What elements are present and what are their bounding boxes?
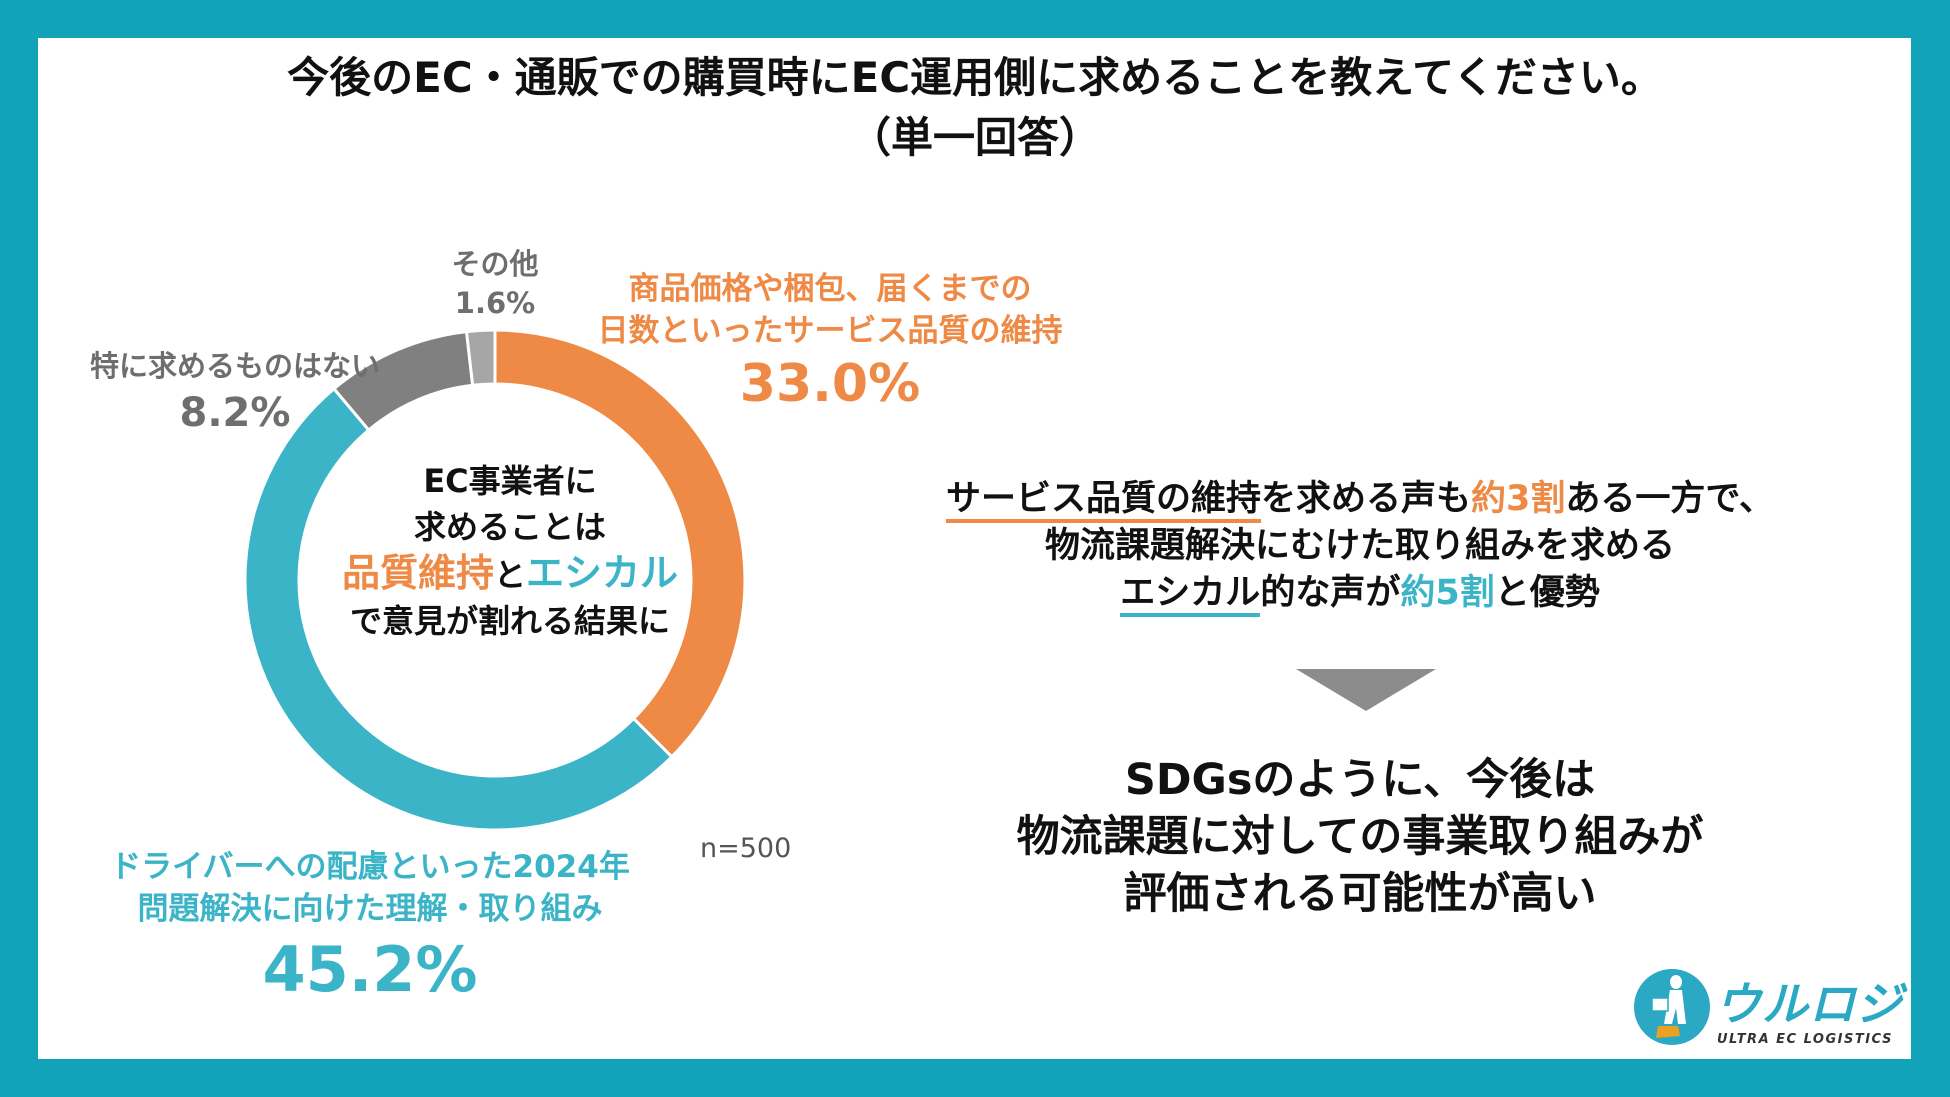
slice-other <box>464 328 497 387</box>
conclusion-text: SDGsのように、今後は 物流課題に対しての事業取り組みが 評価される可能性が高… <box>900 752 1820 923</box>
label-other: その他 1.6% <box>420 245 570 323</box>
center-ethical: エシカル <box>526 551 679 595</box>
label-other-line1: その他 <box>451 247 539 281</box>
summary-text-part: ある一方で、 <box>1565 479 1774 519</box>
summary-text-part: を求める声も <box>1261 479 1472 519</box>
conclusion-line-2: 物流課題に対しての事業取り組みが <box>1016 812 1704 862</box>
center-line-4: で意見が割れる結果に <box>349 602 670 640</box>
logo-subtitle: ULTRA EC LOGISTICS <box>1717 1032 1893 1047</box>
conclusion-line-1: SDGsのように、今後は <box>1124 755 1596 805</box>
label-service-quality-pct: 33.0% <box>739 354 921 414</box>
sample-size: n=500 <box>700 833 792 864</box>
label-service-quality: 商品価格や梱包、届くまでの 日数といったサービス品質の維持 33.0% <box>570 268 1090 416</box>
chart-subtitle: （単一回答） <box>848 113 1101 162</box>
summary-text: サービス品質の維持を求める声も約3割ある一方で、 物流課題解決にむけた取り組みを… <box>900 476 1820 617</box>
label-ethical: ドライバーへの配慮といった2024年 問題解決に向けた理解・取り組み 45.2% <box>90 846 650 1010</box>
chart-title: 今後のEC・通販での購買時にEC運用側に求めることを教えてください。 <box>287 53 1663 102</box>
down-arrow-icon <box>1296 669 1436 711</box>
center-quality: 品質維持 <box>341 551 494 595</box>
label-service-quality-line1: 商品価格や梱包、届くまでの <box>628 271 1032 307</box>
summary-line-1: サービス品質の維持を求める声も約3割ある一方で、 <box>900 476 1820 523</box>
ulrogi-logo-icon <box>1634 969 1710 1045</box>
summary-line-3: エシカル的な声が約5割と優勢 <box>900 570 1820 617</box>
label-ethical-line1: ドライバーへの配慮といった2024年 <box>110 849 630 885</box>
label-ethical-pct: 45.2% <box>262 933 478 1006</box>
label-service-quality-line2: 日数といったサービス品質の維持 <box>597 313 1063 349</box>
label-nothing-line1: 特に求めるものはない <box>89 349 380 383</box>
center-line-2: 求めることは <box>413 508 606 546</box>
summary-quality-share: 約3割 <box>1471 479 1566 519</box>
donut-center-text: EC事業者に 求めることは 品質維持とエシカル で意見が割れる結果に <box>300 458 720 644</box>
summary-text-part: 的な声が <box>1260 573 1401 613</box>
label-ethical-line2: 問題解決に向けた理解・取り組み <box>137 891 603 927</box>
label-other-pct: 1.6% <box>454 286 536 320</box>
slice-ethical <box>243 386 674 832</box>
summary-text-part: と優勢 <box>1494 573 1600 613</box>
center-line-1: EC事業者に <box>423 462 597 500</box>
summary-quality-term: サービス品質の維持 <box>946 479 1262 523</box>
summary-ethical-term: エシカル <box>1120 573 1261 617</box>
center-to: と <box>493 556 526 594</box>
summary-ethical-share: 約5割 <box>1400 573 1495 613</box>
slice-service-quality <box>493 328 747 759</box>
summary-line-2: 物流課題解決にむけた取り組みを求める <box>1044 526 1675 566</box>
donut-chart <box>243 328 747 832</box>
label-nothing: 特に求めるものはない 8.2% <box>85 345 385 439</box>
logo-name: ウルロジ <box>1715 977 1903 1031</box>
center-line-3: 品質維持とエシカル <box>300 550 720 598</box>
conclusion-line-3: 評価される可能性が高い <box>1123 869 1597 919</box>
content-card <box>38 38 1911 1059</box>
label-nothing-pct: 8.2% <box>179 390 291 436</box>
